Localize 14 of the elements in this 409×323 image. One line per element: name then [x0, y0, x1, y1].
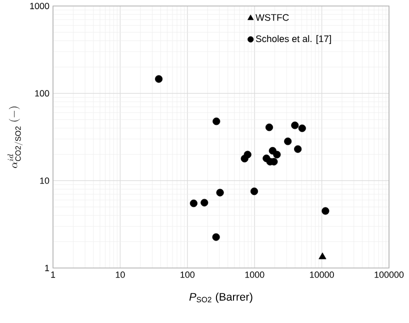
legend-label: Scholes et al. [17]: [256, 35, 331, 44]
x-tick-label: 10: [116, 272, 125, 278]
y-tick-label: 100: [35, 90, 50, 97]
x-axis-title: P$_{SO2}$ (Barrer): [189, 292, 252, 303]
y-axis-title: $\alpha^{id}_{\mathrm{CO2/SO2}}\ (-)$: [8, 106, 23, 168]
y-tick-label: 1000: [30, 2, 50, 10]
x-tick-label: 1000: [245, 272, 264, 278]
x-tick-label: 10000: [310, 272, 334, 278]
legend-label: WSTFC: [256, 14, 289, 21]
y-tick-label: 10: [40, 177, 50, 184]
y-tick-label: 1: [45, 264, 50, 272]
x-tick-label: 1: [51, 272, 56, 278]
x-tick-label: 100000: [374, 272, 404, 278]
x-tick-label: 100: [180, 272, 195, 278]
